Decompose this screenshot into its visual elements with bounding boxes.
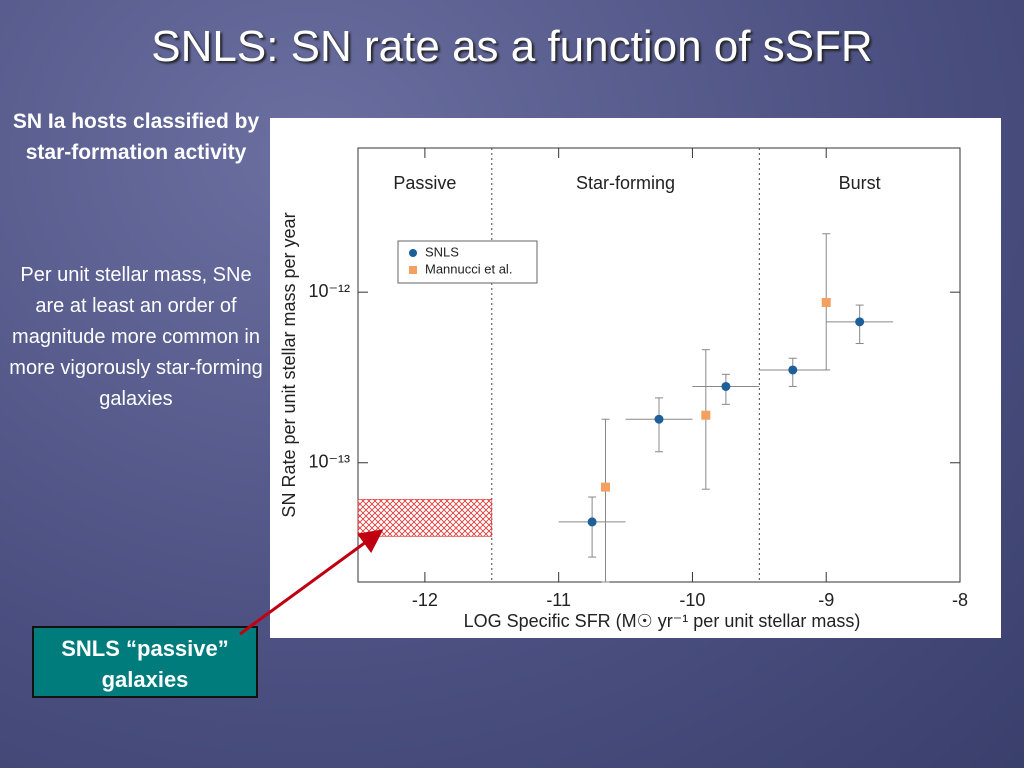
hatched-band xyxy=(357,499,493,537)
x-tick-label: -9 xyxy=(818,590,834,610)
point xyxy=(821,297,831,307)
region-label: Star-forming xyxy=(576,173,675,193)
y-tick-label: 10⁻¹² xyxy=(308,281,350,301)
legend-label: SNLS xyxy=(425,244,459,259)
x-tick-label: -10 xyxy=(679,590,705,610)
legend-box xyxy=(397,240,538,284)
legend-marker xyxy=(409,266,417,274)
x-tick-label: -8 xyxy=(952,590,968,610)
x-axis-label: LOG Specific SFR (M☉ yr⁻¹ per unit stell… xyxy=(464,611,861,631)
y-axis-label: SN Rate per unit stellar mass per year xyxy=(279,212,299,517)
x-tick-label: -12 xyxy=(412,590,438,610)
chart-background xyxy=(270,118,1001,638)
legend-marker xyxy=(409,249,417,257)
region-label: Passive xyxy=(393,173,456,193)
point xyxy=(788,365,798,375)
point xyxy=(587,517,597,527)
slide-title: SNLS: SN rate as a function of sSFR xyxy=(151,22,873,71)
plot-frame xyxy=(357,147,961,583)
body-text: Per unit stellar mass, SNe are at least … xyxy=(9,264,263,410)
region-label: Burst xyxy=(839,173,881,193)
point xyxy=(701,410,711,420)
legend-label: Mannucci et al. xyxy=(425,261,512,276)
x-tick-label: -11 xyxy=(546,590,571,610)
callout: SNLS “passive” galaxies xyxy=(32,626,258,698)
point xyxy=(721,381,731,391)
subtitle: SN Ia hosts classified by star-formation… xyxy=(12,110,260,164)
point xyxy=(654,414,664,424)
y-tick-label: 10⁻¹³ xyxy=(308,452,350,472)
point xyxy=(855,317,865,327)
point xyxy=(600,482,610,492)
arrow xyxy=(239,529,384,636)
